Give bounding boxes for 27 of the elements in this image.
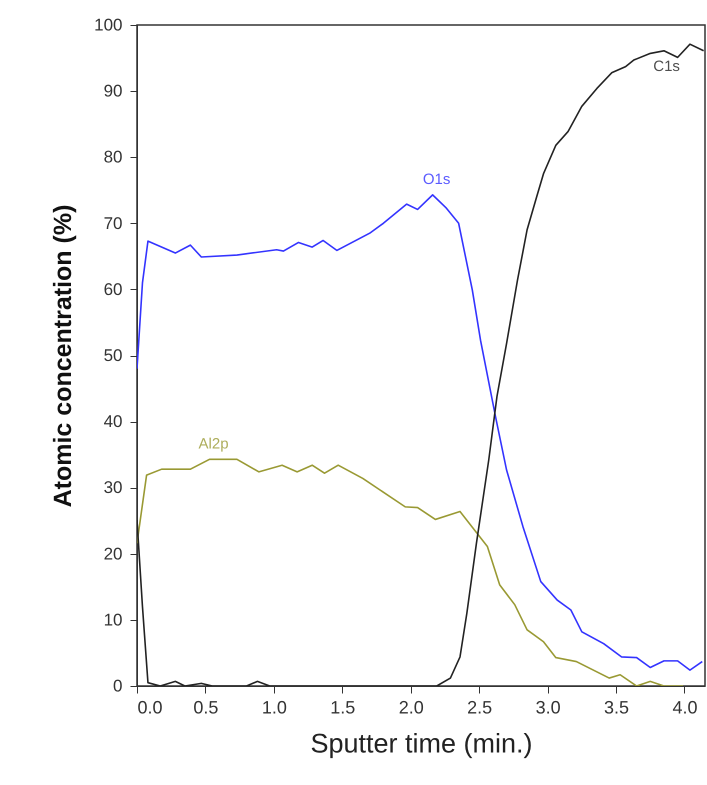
- x-tick-label: 2.5: [467, 698, 492, 718]
- x-tick-label: 3.5: [604, 698, 630, 718]
- y-tick-label: 60: [104, 280, 122, 299]
- x-tick-label: 0.5: [193, 698, 218, 718]
- y-tick-label: 10: [104, 610, 122, 630]
- y-tick-label: 80: [104, 148, 122, 167]
- y-axis-title: Atomic concentration (%): [49, 204, 78, 508]
- series-label: C1s: [653, 58, 680, 76]
- y-tick-label: 70: [104, 214, 122, 233]
- x-axis-title: Sputter time (min.): [310, 728, 533, 758]
- y-tick-label: 0: [113, 676, 122, 696]
- x-tick-label: 3.0: [536, 698, 561, 718]
- series-label: O1s: [422, 170, 450, 188]
- x-tick-label: 4.0: [672, 698, 698, 718]
- y-tick-label: 20: [104, 544, 122, 564]
- y-tick-label: 100: [94, 16, 122, 34]
- y-tick-label: 30: [104, 478, 122, 498]
- line-series: [137, 458, 684, 686]
- y-tick-label: 40: [104, 412, 122, 432]
- series-label: Al2p: [198, 435, 229, 452]
- x-tick-label: 0.0: [138, 698, 163, 718]
- x-tick-label: 1.0: [262, 698, 287, 718]
- x-tick-label: 2.0: [398, 698, 424, 718]
- x-tick-label: 1.5: [330, 698, 356, 718]
- y-tick-label: 50: [104, 346, 122, 365]
- y-tick-label: 90: [104, 82, 122, 101]
- line-series: [137, 194, 704, 671]
